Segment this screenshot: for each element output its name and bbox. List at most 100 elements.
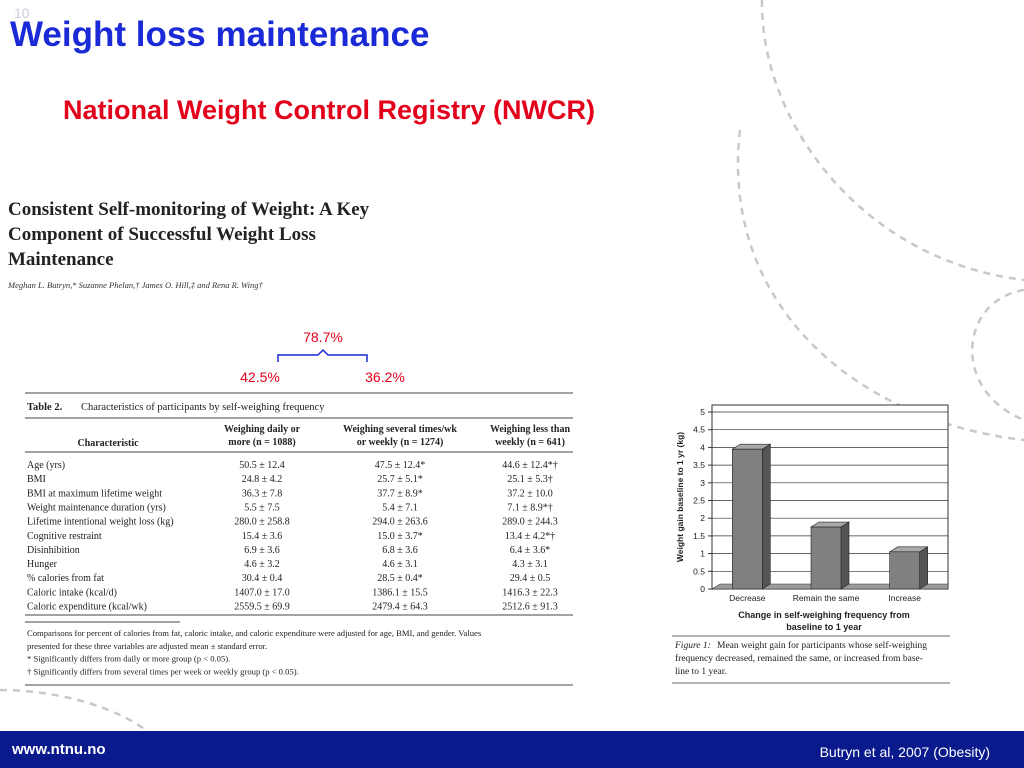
table-cell: 37.7 ± 8.9*: [377, 488, 423, 499]
footer-url: www.ntnu.no: [11, 741, 106, 758]
annotation: 42.5%: [240, 369, 280, 385]
y-axis-label: Weight gain baseline to 1 yr (kg): [675, 432, 685, 562]
footer-bar: [0, 731, 1024, 768]
table-cell: 36.3 ± 7.8: [242, 488, 283, 499]
slide-subtitle: National Weight Control Registry (NWCR): [63, 95, 595, 125]
table-cell: 4.6 ± 3.1: [382, 559, 418, 570]
table: Table 2. Characteristics of participants…: [25, 392, 573, 686]
y-tick-label: 4.5: [693, 425, 705, 435]
slide-number: 10: [14, 5, 30, 21]
paper-title: Consistent Self-monitoring of Weight: A …: [8, 199, 370, 270]
table-cell: 5.4 ± 7.1: [382, 502, 418, 513]
x-axis-label: baseline to 1 year: [786, 622, 862, 632]
table-cell: 1416.3 ± 22.3: [502, 587, 558, 598]
row-label: Weight maintenance duration (yrs): [27, 502, 166, 513]
column-header: weekly (n = 641): [495, 437, 565, 448]
bar-side: [762, 443, 771, 590]
bar: [732, 448, 763, 590]
table-cell: 25.1 ± 5.3†: [507, 474, 553, 485]
table-note: * Significantly differs from daily or mo…: [27, 654, 230, 664]
table-label: Table 2.: [27, 402, 63, 413]
row-label: Caloric intake (kcal/d): [27, 587, 117, 598]
paper-title-line: Consistent Self-monitoring of Weight: A …: [8, 199, 370, 220]
x-tick-label: Decrease: [729, 593, 766, 603]
table-cell: 2512.6 ± 91.3: [502, 602, 558, 613]
table-note: Comparisons for percent of calories from…: [27, 628, 482, 638]
row-label: BMI: [27, 474, 46, 485]
y-tick-label: 5: [700, 407, 705, 417]
slide-title: Weight loss maintenance: [10, 15, 429, 54]
x-tick-label: Remain the same: [793, 593, 860, 603]
bar: [889, 551, 920, 590]
dashed-arc: [760, 0, 1024, 282]
table-cell: 7.1 ± 8.9*†: [507, 502, 553, 513]
table-note: † Significantly differs from several tim…: [27, 666, 299, 676]
table-cell: 1386.1 ± 15.5: [372, 587, 428, 598]
column-header: more (n = 1088): [228, 437, 295, 448]
table-cell: 1407.0 ± 17.0: [234, 587, 290, 598]
y-tick-label: 1.5: [693, 531, 705, 541]
table-cell: 6.8 ± 3.6: [382, 545, 418, 556]
paper-authors: Meghan L. Butryn,* Suzanne Phelan,† Jame…: [7, 280, 263, 290]
table-cell: 13.4 ± 4.2*†: [505, 531, 556, 542]
bar-side: [919, 546, 928, 590]
table-cell: 280.0 ± 258.8: [234, 517, 290, 528]
y-tick-label: 3: [700, 478, 705, 488]
table-caption: Characteristics of participants by self-…: [81, 402, 325, 413]
table-cell: 4.6 ± 3.2: [244, 559, 280, 570]
dashed-arc: [971, 288, 1024, 422]
table-cell: 50.5 ± 12.4: [239, 460, 285, 471]
column-header: Weighing daily or: [224, 424, 301, 435]
table-cell: 15.0 ± 3.7*: [377, 531, 423, 542]
y-tick-label: 3.5: [693, 460, 705, 470]
column-header: Weighing less than: [490, 424, 570, 435]
row-label: Cognitive restraint: [27, 531, 102, 542]
bar-side: [840, 521, 850, 590]
y-tick-label: 2.5: [693, 496, 705, 506]
y-tick-label: 0: [700, 584, 705, 594]
caption-line: frequency decreased, remained the same, …: [675, 653, 923, 664]
x-tick-label: Increase: [888, 593, 921, 603]
row-label: Disinhibition: [27, 545, 80, 556]
x-axis-label: Change in self-weighing frequency from: [738, 610, 910, 620]
bar-chart: Weight gain baseline to 1 yr (kg) Change…: [675, 404, 949, 632]
y-tick-label: 0.5: [693, 566, 705, 576]
column-header: Characteristic: [77, 438, 139, 449]
dashed-arc: [736, 129, 1024, 442]
table-cell: 2559.5 ± 69.9: [234, 602, 290, 613]
footer-citation: Butryn et al, 2007 (Obesity): [820, 744, 990, 760]
table-cell: 294.0 ± 263.6: [372, 517, 428, 528]
annotation: 78.7%: [303, 329, 343, 345]
table-cell: 28.5 ± 0.4*: [377, 573, 423, 584]
table-note: presented for these three variables are …: [27, 641, 267, 651]
paper-title-line: Component of Successful Weight Loss: [8, 224, 316, 245]
table-cell: 289.0 ± 244.3: [502, 517, 558, 528]
column-header: Weighing several times/wk: [343, 424, 457, 435]
row-label: Lifetime intentional weight loss (kg): [27, 517, 174, 528]
y-tick-label: 2: [700, 513, 705, 523]
y-tick-label: 4: [700, 442, 705, 452]
row-label: Age (yrs): [27, 460, 65, 471]
table-cell: 24.8 ± 4.2: [242, 474, 283, 485]
figure-caption: Figure 1: Mean weight gain for participa…: [674, 640, 927, 677]
table-cell: 25.7 ± 5.1*: [377, 474, 423, 485]
row-label: % calories from fat: [27, 573, 104, 584]
column-header: or weekly (n = 1274): [357, 437, 444, 448]
table-cell: 6.9 ± 3.6: [244, 545, 280, 556]
row-label: BMI at maximum lifetime weight: [27, 488, 162, 499]
table-cell: 4.3 ± 3.1: [512, 559, 548, 570]
table-cell: 30.4 ± 0.4: [242, 573, 283, 584]
caption-line: line to 1 year.: [675, 667, 727, 677]
figure-label: Figure 1:: [674, 641, 711, 651]
table-cell: 15.4 ± 3.6: [242, 531, 283, 542]
table-cell: 37.2 ± 10.0: [507, 488, 553, 499]
table-cell: 44.6 ± 12.4*†: [502, 460, 558, 471]
annotation: 36.2%: [365, 369, 405, 385]
table-cell: 29.4 ± 0.5: [510, 573, 551, 584]
table-cell: 47.5 ± 12.4*: [375, 460, 426, 471]
bracket: [277, 348, 368, 362]
bar: [810, 526, 842, 590]
row-label: Hunger: [27, 559, 58, 570]
